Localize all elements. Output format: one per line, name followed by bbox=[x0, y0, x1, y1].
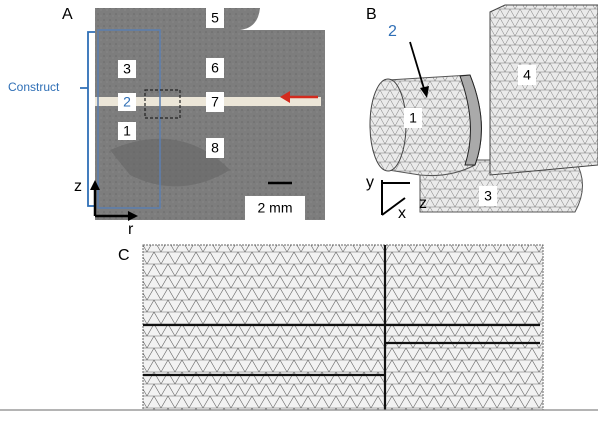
figure: A Construct 1 2 3 5 6 7 8 2 mm z r B 2 1… bbox=[0, 0, 598, 416]
axis-label: z bbox=[419, 195, 427, 212]
micrograph bbox=[95, 8, 325, 220]
panel-label: A bbox=[62, 6, 73, 23]
scale-bar-label: 2 mm bbox=[258, 200, 293, 216]
region-label: 1 bbox=[123, 123, 131, 139]
construct-bracket bbox=[80, 32, 95, 206]
axis-label: x bbox=[398, 205, 406, 222]
panel-label: B bbox=[366, 6, 377, 23]
axis-label: r bbox=[128, 221, 134, 238]
axis-label: y bbox=[366, 174, 374, 191]
region-label: 8 bbox=[211, 140, 219, 156]
mesh-2d bbox=[143, 245, 543, 410]
panel-label: C bbox=[118, 247, 130, 264]
region-label: 5 bbox=[211, 10, 219, 26]
mesh-face bbox=[370, 79, 406, 171]
region-label: 3 bbox=[123, 61, 131, 77]
callout-label: 2 bbox=[388, 23, 397, 40]
region-label: 6 bbox=[211, 60, 219, 76]
region-label: 2 bbox=[123, 94, 131, 110]
part-label: 1 bbox=[409, 110, 417, 126]
region-label: 7 bbox=[211, 94, 219, 110]
part-label: 4 bbox=[523, 67, 531, 83]
construct-label: Construct bbox=[8, 80, 60, 94]
axis-label: z bbox=[74, 178, 82, 195]
mesh-part-4 bbox=[490, 5, 598, 175]
part-label: 3 bbox=[484, 188, 492, 204]
